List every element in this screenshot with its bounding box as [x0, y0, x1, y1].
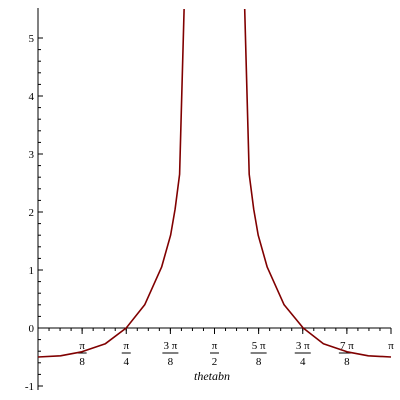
y-tick-label: 2	[29, 207, 35, 219]
y-tick-label: -1	[25, 381, 34, 393]
x-axis: π 8 π 4 3 π 8 π 2 5 π 8 3 π 4 7 π 8 π	[38, 327, 394, 368]
y-tick-label: 4	[29, 91, 35, 103]
y-axis: -1 0 1 2 3 4 5	[25, 8, 43, 393]
x-tick-label: π	[388, 340, 394, 352]
x-tick-denominator: 4	[124, 356, 130, 368]
x-axis-title: thetabn	[194, 369, 230, 383]
x-tick-label: π	[212, 340, 218, 352]
x-tick-label: 7 π	[340, 340, 354, 352]
x-tick-label: 5 π	[252, 340, 266, 352]
x-tick-denominator: 8	[168, 356, 174, 368]
x-tick-label: π	[123, 340, 129, 352]
x-tick-label: 3 π	[296, 340, 310, 352]
x-tick-label: 3 π	[163, 340, 177, 352]
x-tick-denominator: 8	[344, 356, 350, 368]
x-tick-denominator: 4	[300, 356, 306, 368]
curve-series	[37, 8, 392, 358]
curve-right-branch	[243, 8, 392, 358]
y-tick-label: 0	[29, 323, 35, 335]
x-tick-denominator: 8	[79, 356, 85, 368]
curve-left-branch	[37, 8, 185, 358]
y-tick-label: 5	[29, 33, 35, 45]
y-tick-label: 3	[29, 149, 35, 161]
x-tick-denominator: 8	[256, 356, 262, 368]
x-tick-label: π	[79, 340, 85, 352]
x-tick-denominator: 2	[212, 356, 218, 368]
y-tick-label: 1	[29, 265, 35, 277]
